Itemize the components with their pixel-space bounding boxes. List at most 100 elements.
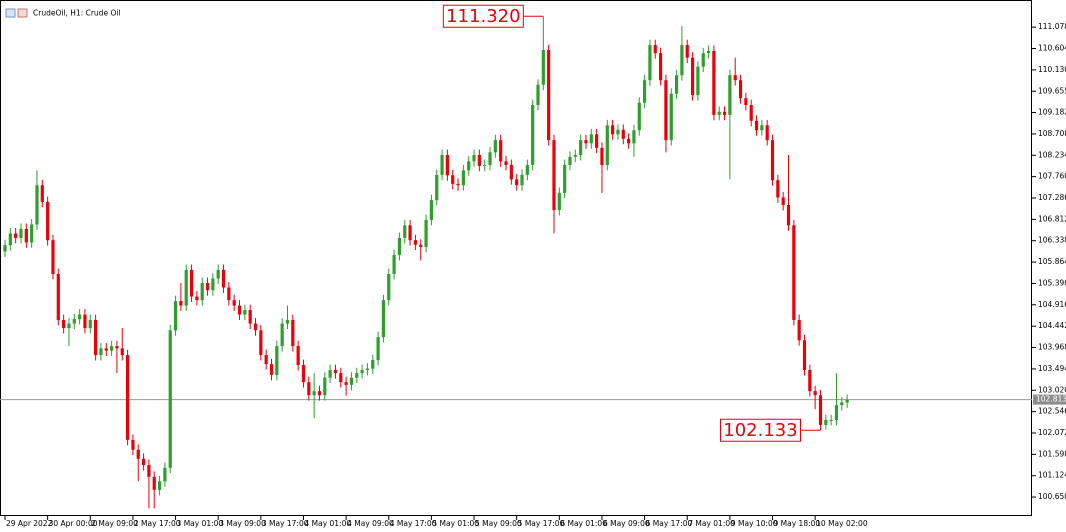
y-tick-label: 101.598: [1038, 449, 1066, 458]
chart-title: CrudeOil, H1: Crude Oil: [33, 9, 121, 18]
candle-body: [445, 155, 449, 176]
candle-body: [808, 369, 812, 392]
candle-body: [360, 369, 364, 374]
candle-body: [413, 240, 418, 245]
y-tick-label: 106.338: [1038, 236, 1066, 245]
candle-body: [696, 66, 700, 96]
candle-body: [312, 391, 316, 396]
annotation-box: [719, 418, 801, 442]
candle-body: [690, 57, 695, 96]
candle-body: [770, 140, 775, 181]
candle-body: [776, 180, 780, 198]
candle-body: [365, 368, 370, 370]
candle-body: [46, 201, 50, 241]
candle-body: [818, 395, 823, 425]
candle-body: [483, 164, 487, 166]
candle-body: [813, 391, 817, 396]
candle-body: [248, 310, 252, 324]
y-tick-label: 103.020: [1038, 385, 1066, 394]
candle-body: [387, 273, 391, 301]
candle-body: [211, 278, 215, 291]
candle-body: [563, 164, 567, 193]
candle-body: [163, 467, 167, 482]
candle-body: [653, 45, 657, 54]
candle-body: [179, 301, 183, 306]
x-tick-label: 4 May 09:00: [347, 519, 394, 528]
candle-body: [701, 53, 705, 67]
candle-body: [227, 287, 231, 301]
x-tick-label: 7 May 01:00: [688, 519, 735, 528]
y-tick-label: 110.604: [1038, 43, 1066, 52]
candle-body: [253, 323, 258, 331]
candle-body: [424, 219, 428, 247]
candle-body: [152, 476, 156, 490]
candle-body: [173, 301, 178, 331]
candle-body: [419, 244, 423, 247]
candle-body: [781, 197, 785, 206]
candle-body: [515, 179, 519, 186]
candle-body: [376, 337, 380, 361]
candle-body: [72, 319, 76, 324]
candle-body: [35, 185, 39, 225]
x-tick-label: 4 May 01:00: [304, 519, 351, 528]
candle-body: [339, 373, 343, 383]
plot-frame: [0, 0, 1032, 516]
annotation-label: 111.320: [446, 6, 520, 27]
x-tick-label: 5 May 17:00: [518, 519, 565, 528]
candle-body: [840, 402, 844, 406]
candle-body: [30, 224, 34, 243]
candle-body: [355, 373, 359, 378]
candle-body: [429, 200, 433, 220]
candle-body: [685, 45, 689, 58]
candle-body: [125, 355, 130, 440]
current-price-label: 102.813: [1036, 395, 1066, 404]
candle-body: [595, 134, 599, 148]
candle-body: [344, 382, 348, 385]
candle-body: [632, 130, 636, 144]
candle-body: [83, 314, 87, 329]
x-tick-label: 3 May 01:00: [177, 519, 224, 528]
candle-body: [264, 355, 268, 365]
candle-body: [403, 225, 407, 238]
candle-body: [600, 147, 604, 165]
candle-body: [56, 273, 60, 320]
y-tick-label: 108.234: [1038, 150, 1066, 159]
candle-body: [189, 269, 194, 297]
candle-body: [461, 170, 465, 186]
x-tick-label: 5 May 09:00: [475, 519, 522, 528]
candle-body: [579, 140, 583, 156]
candle-body: [589, 134, 593, 144]
candle-body: [435, 174, 439, 201]
candle-body: [568, 156, 572, 165]
candle-body: [307, 382, 311, 396]
candle-body: [531, 105, 535, 165]
candle-body: [221, 269, 226, 288]
candle-body: [765, 125, 769, 141]
x-tick-label: 2 May 17:00: [134, 519, 181, 528]
candle-body: [40, 185, 44, 202]
candle-body: [14, 233, 18, 238]
candle-body: [280, 323, 284, 347]
x-tick-label: 3 May 17:00: [262, 519, 309, 528]
candle-body: [520, 174, 524, 186]
candle-body: [99, 348, 103, 356]
candle-body: [51, 240, 55, 274]
y-tick-label: 110.130: [1038, 65, 1066, 74]
candle-body: [157, 481, 162, 490]
candle-body: [749, 105, 753, 121]
candle-body: [451, 175, 455, 184]
candle-body: [3, 245, 7, 252]
candle-body: [504, 161, 508, 165]
candle-body: [259, 330, 263, 356]
candle-body: [19, 228, 23, 238]
candle-body: [541, 50, 545, 85]
x-tick-label: 29 Apr 2022: [6, 519, 53, 528]
candle-body: [67, 323, 71, 329]
candle-body: [237, 305, 242, 315]
candle-body: [120, 348, 124, 356]
candle-body: [88, 319, 92, 329]
candle-body: [333, 369, 338, 374]
candle-body: [275, 346, 279, 375]
